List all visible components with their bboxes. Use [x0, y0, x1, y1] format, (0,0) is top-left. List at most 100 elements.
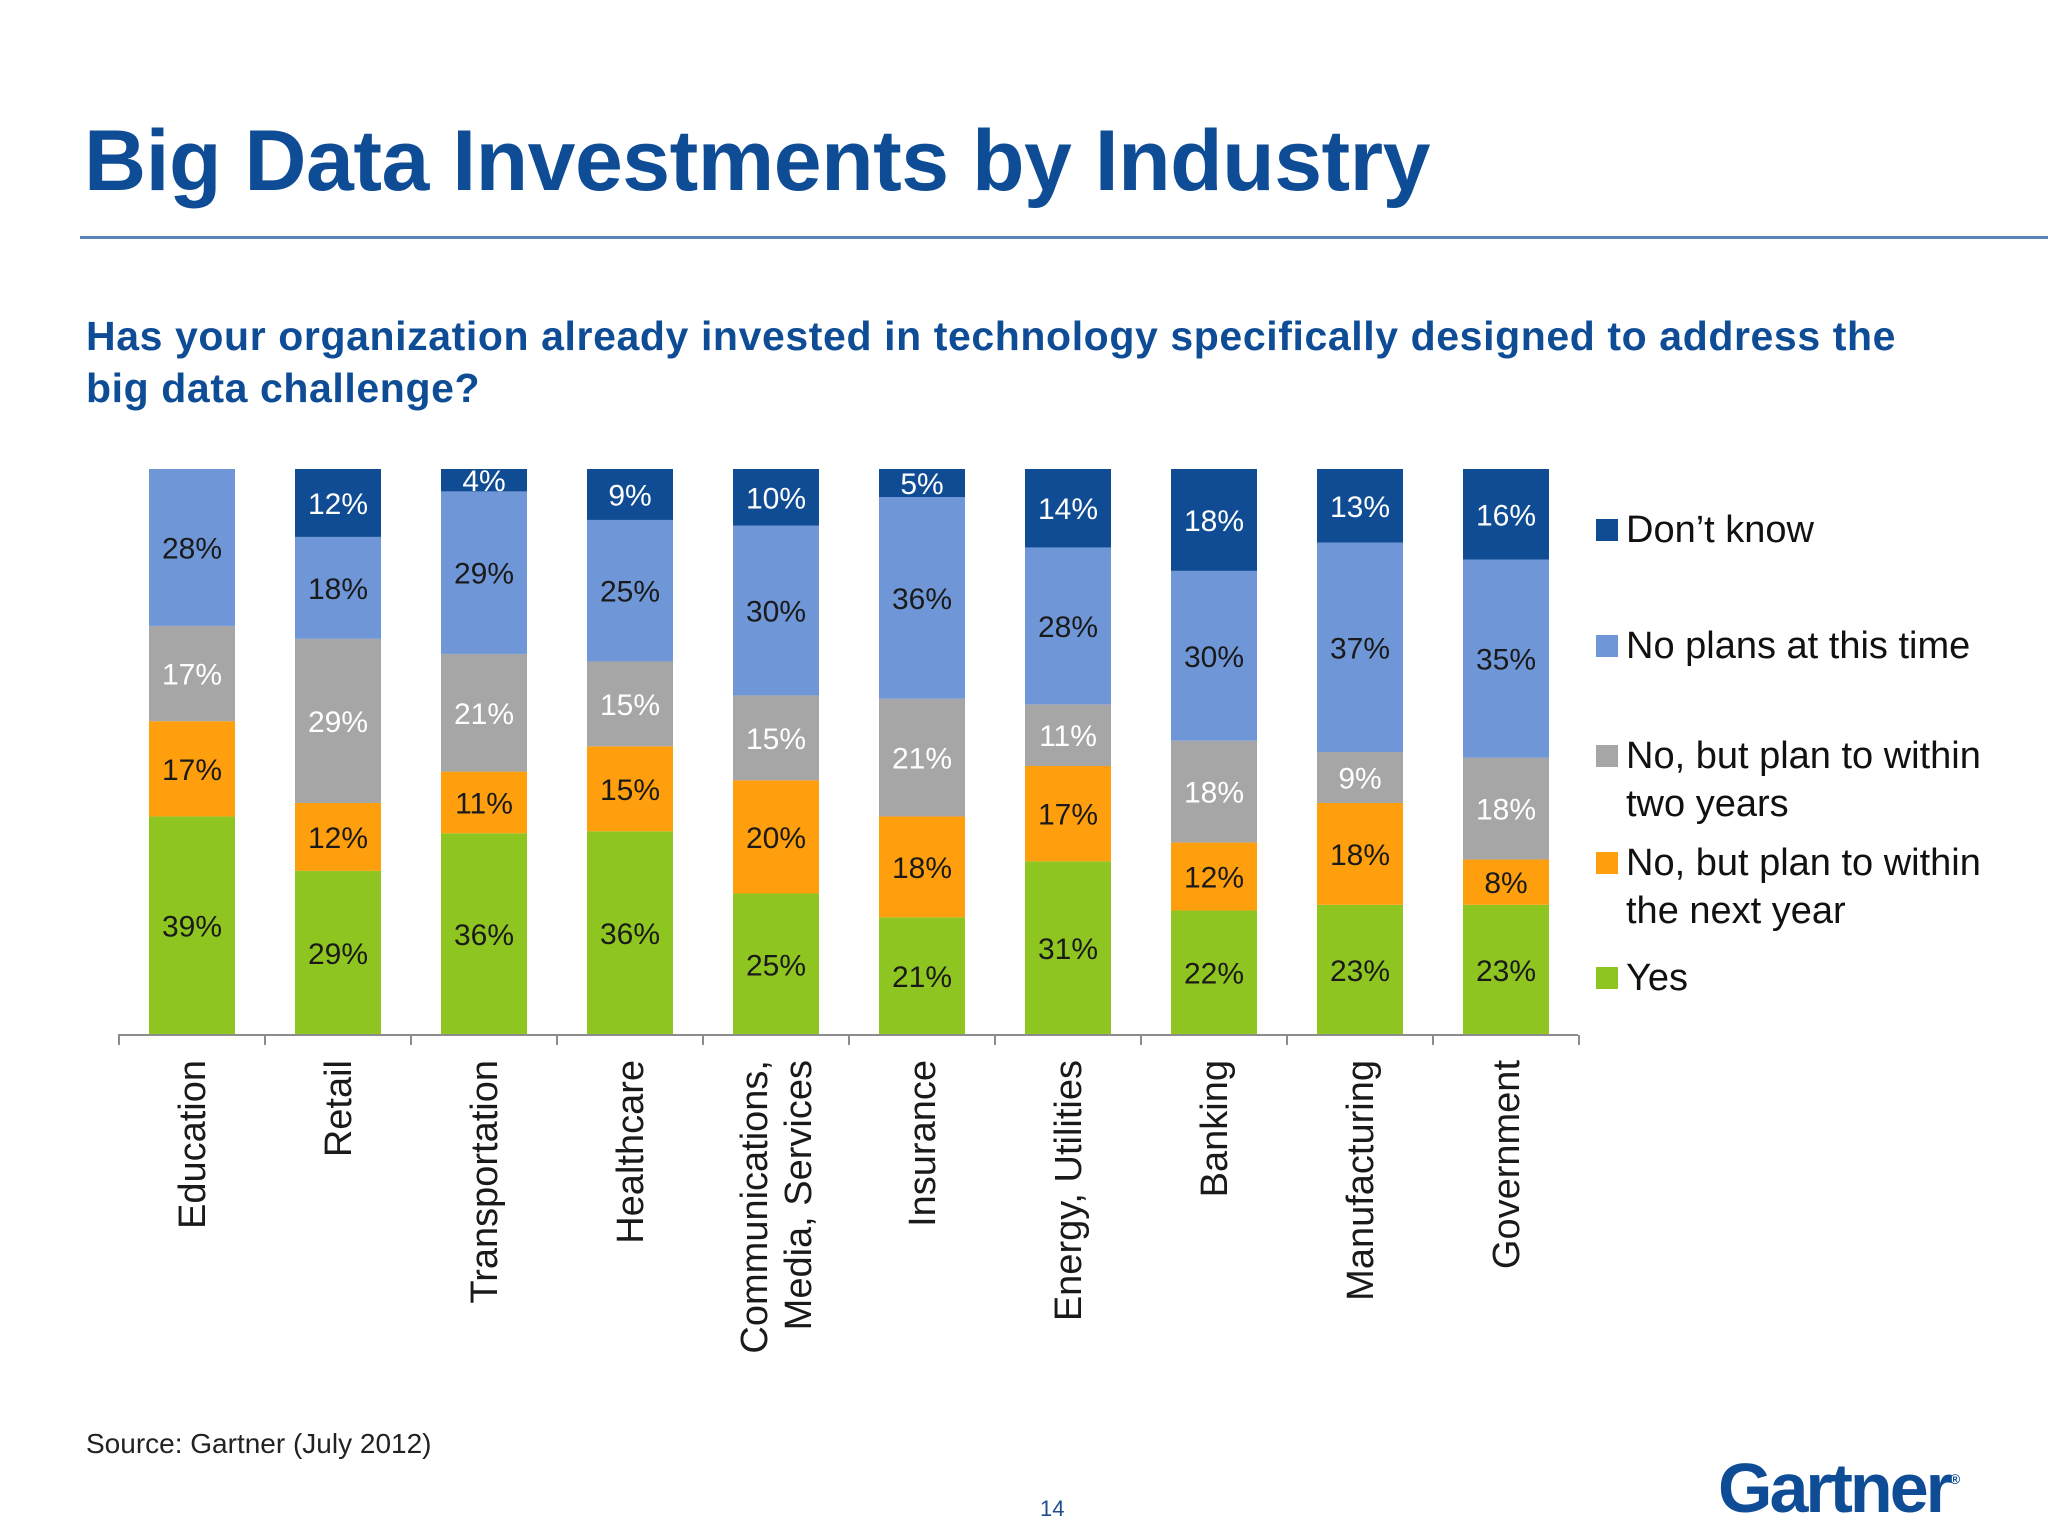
- bar-segment: [1171, 740, 1257, 843]
- bar-segment: [1171, 570, 1257, 741]
- data-label: 21%: [454, 698, 514, 731]
- data-label: 18%: [308, 573, 368, 606]
- bar-segment: [879, 698, 965, 817]
- bar-segment: [149, 625, 235, 722]
- data-label: 18%: [1184, 505, 1244, 538]
- data-label: 12%: [1184, 862, 1244, 895]
- category-label: Insurance: [902, 1060, 944, 1227]
- data-label: 10%: [746, 482, 806, 515]
- bar-segment: [149, 469, 235, 626]
- bar-segment: [441, 469, 527, 492]
- bar-segment: [295, 638, 381, 803]
- bar-segment: [1463, 757, 1549, 860]
- data-label: 11%: [455, 787, 513, 820]
- bar-segment: [1463, 859, 1549, 905]
- bar-segment: [1317, 469, 1403, 543]
- stacked-bar-chart: 39% 17% 17% 28% Education 29% 12% 29% 18% 12% Reta…: [118, 465, 1580, 1354]
- category-label: Manufacturing: [1340, 1060, 1382, 1301]
- bar-segment: [1171, 469, 1257, 571]
- data-label: 12%: [308, 488, 368, 521]
- bar-segment: [1463, 904, 1549, 1035]
- bar-segment: [295, 536, 381, 639]
- bar-segment: [1317, 752, 1403, 803]
- bar-segment: [879, 917, 965, 1035]
- bar-segment: [1317, 802, 1403, 905]
- category-label: Government: [1486, 1060, 1528, 1270]
- data-label: 13%: [1330, 491, 1390, 524]
- data-label: 28%: [1038, 611, 1098, 644]
- bar-segment: [733, 893, 819, 1035]
- data-label: 11%: [1039, 720, 1097, 753]
- bar-segment: [587, 519, 673, 662]
- legend-label: No plans at this time: [1626, 625, 1971, 667]
- data-label: 21%: [892, 961, 952, 994]
- data-label: 36%: [454, 919, 514, 952]
- category-label: Healthcare: [610, 1060, 652, 1244]
- data-label: 39%: [162, 911, 222, 944]
- bar-segment: [733, 780, 819, 894]
- category-label: Communications,Media, Services: [734, 1060, 820, 1354]
- data-label: 4%: [462, 465, 505, 498]
- bar-segment: [1171, 842, 1257, 911]
- category-label: Energy, Utilities: [1048, 1060, 1090, 1321]
- bar-segment: [149, 816, 235, 1035]
- bar-segment: [587, 831, 673, 1035]
- data-label: 25%: [746, 949, 806, 982]
- category-label: Transportation: [464, 1060, 506, 1304]
- category-label: Banking: [1194, 1060, 1236, 1197]
- data-label: 31%: [1038, 933, 1098, 966]
- bar-segment: [1317, 904, 1403, 1035]
- data-label: 16%: [1476, 499, 1536, 532]
- source-note: Source: Gartner (July 2012): [86, 1428, 432, 1459]
- bar-segment: [1463, 559, 1549, 758]
- bar-segment: [149, 721, 235, 817]
- data-label: 23%: [1476, 955, 1536, 988]
- data-label: 18%: [1330, 839, 1390, 872]
- bar-segment: [1463, 469, 1549, 560]
- data-label: 12%: [308, 822, 368, 855]
- data-label: 36%: [892, 583, 952, 616]
- data-label: 30%: [1184, 641, 1244, 674]
- legend-swatch: [1596, 967, 1618, 989]
- bar-segment: [879, 497, 965, 699]
- bar-segment: [1025, 766, 1111, 862]
- bar-segment: [1171, 910, 1257, 1035]
- data-label: 9%: [1338, 762, 1381, 795]
- legend-swatch: [1596, 852, 1618, 874]
- data-label: 15%: [600, 689, 660, 722]
- bar-segment: [1025, 469, 1111, 548]
- bar-segment: [1317, 542, 1403, 752]
- data-label: 37%: [1330, 632, 1390, 665]
- bar-segment: [879, 469, 965, 498]
- bar-segment: [441, 833, 527, 1035]
- data-label: 30%: [746, 596, 806, 629]
- data-label: 29%: [454, 558, 514, 591]
- data-label: 21%: [892, 743, 952, 776]
- bar-segment: [441, 771, 527, 834]
- data-label: 18%: [1476, 794, 1536, 827]
- bar-segment: [587, 661, 673, 747]
- title-divider: [80, 236, 2048, 239]
- data-label: 17%: [1038, 799, 1098, 832]
- bar-segment: [295, 802, 381, 871]
- bar-segment: [733, 525, 819, 696]
- data-label: 5%: [900, 468, 943, 501]
- logo-text: Gartner: [1718, 1449, 1953, 1527]
- bar-segment: [295, 870, 381, 1035]
- category-label: Retail: [318, 1060, 360, 1157]
- data-label: 17%: [162, 659, 222, 692]
- data-label: 36%: [600, 918, 660, 951]
- bar-segment: [1025, 547, 1111, 705]
- page-number: 14: [1040, 1496, 1065, 1521]
- legend-label: Yes: [1626, 957, 1688, 999]
- bar-segment: [1025, 704, 1111, 767]
- data-label: 17%: [162, 754, 222, 787]
- slide-title: Big Data Investments by Industry: [84, 113, 1430, 209]
- data-label: 18%: [892, 852, 952, 885]
- legend-label: Don’t know: [1626, 509, 1814, 551]
- data-label: 23%: [1330, 955, 1390, 988]
- survey-question: Has your organization already invested i…: [86, 313, 1897, 411]
- legend-label: No, but plan to within the next year: [1626, 842, 1981, 932]
- bar-segment: [879, 816, 965, 918]
- bar-segment: [587, 746, 673, 832]
